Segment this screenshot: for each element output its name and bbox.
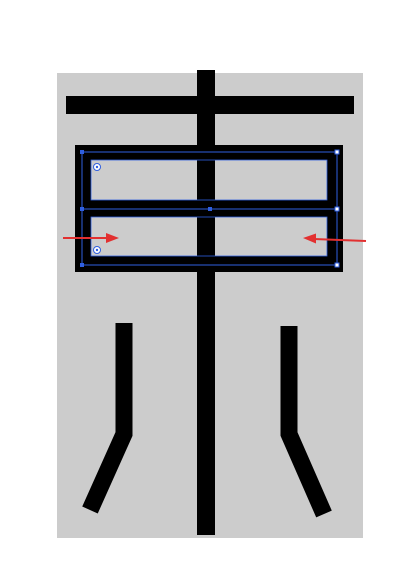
annotation-arrows	[63, 233, 367, 244]
selection-inner-upper-outline	[90, 159, 328, 201]
anchor-handle-top-right[interactable]	[334, 149, 340, 155]
center-vertical-stroke[interactable]	[197, 70, 215, 535]
right-bottom-stroke[interactable]	[280, 326, 332, 518]
selection-inner-lower-outline	[90, 216, 328, 257]
anchor-handle-top-left[interactable]	[80, 150, 84, 154]
anchor-handle-mid-left[interactable]	[80, 207, 84, 211]
arrow-right-icon	[63, 233, 119, 243]
circle-dot-icon[interactable]	[93, 246, 101, 254]
anchor-handle-mid-center[interactable]	[208, 207, 212, 211]
anchor-handle-bottom-right[interactable]	[334, 262, 340, 268]
circle-dot-icon[interactable]	[93, 163, 101, 171]
anchor-handle-bottom-left[interactable]	[80, 263, 84, 267]
anchor-handle-mid-right[interactable]	[334, 206, 340, 212]
left-bottom-stroke[interactable]	[82, 323, 133, 514]
selection-overlay[interactable]	[80, 149, 340, 268]
arrow-left-icon	[303, 233, 367, 244]
